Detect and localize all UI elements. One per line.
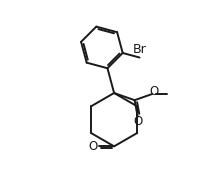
Text: O: O (133, 115, 142, 128)
Text: O: O (88, 140, 98, 153)
Text: O: O (149, 86, 158, 98)
Text: Br: Br (132, 44, 146, 57)
